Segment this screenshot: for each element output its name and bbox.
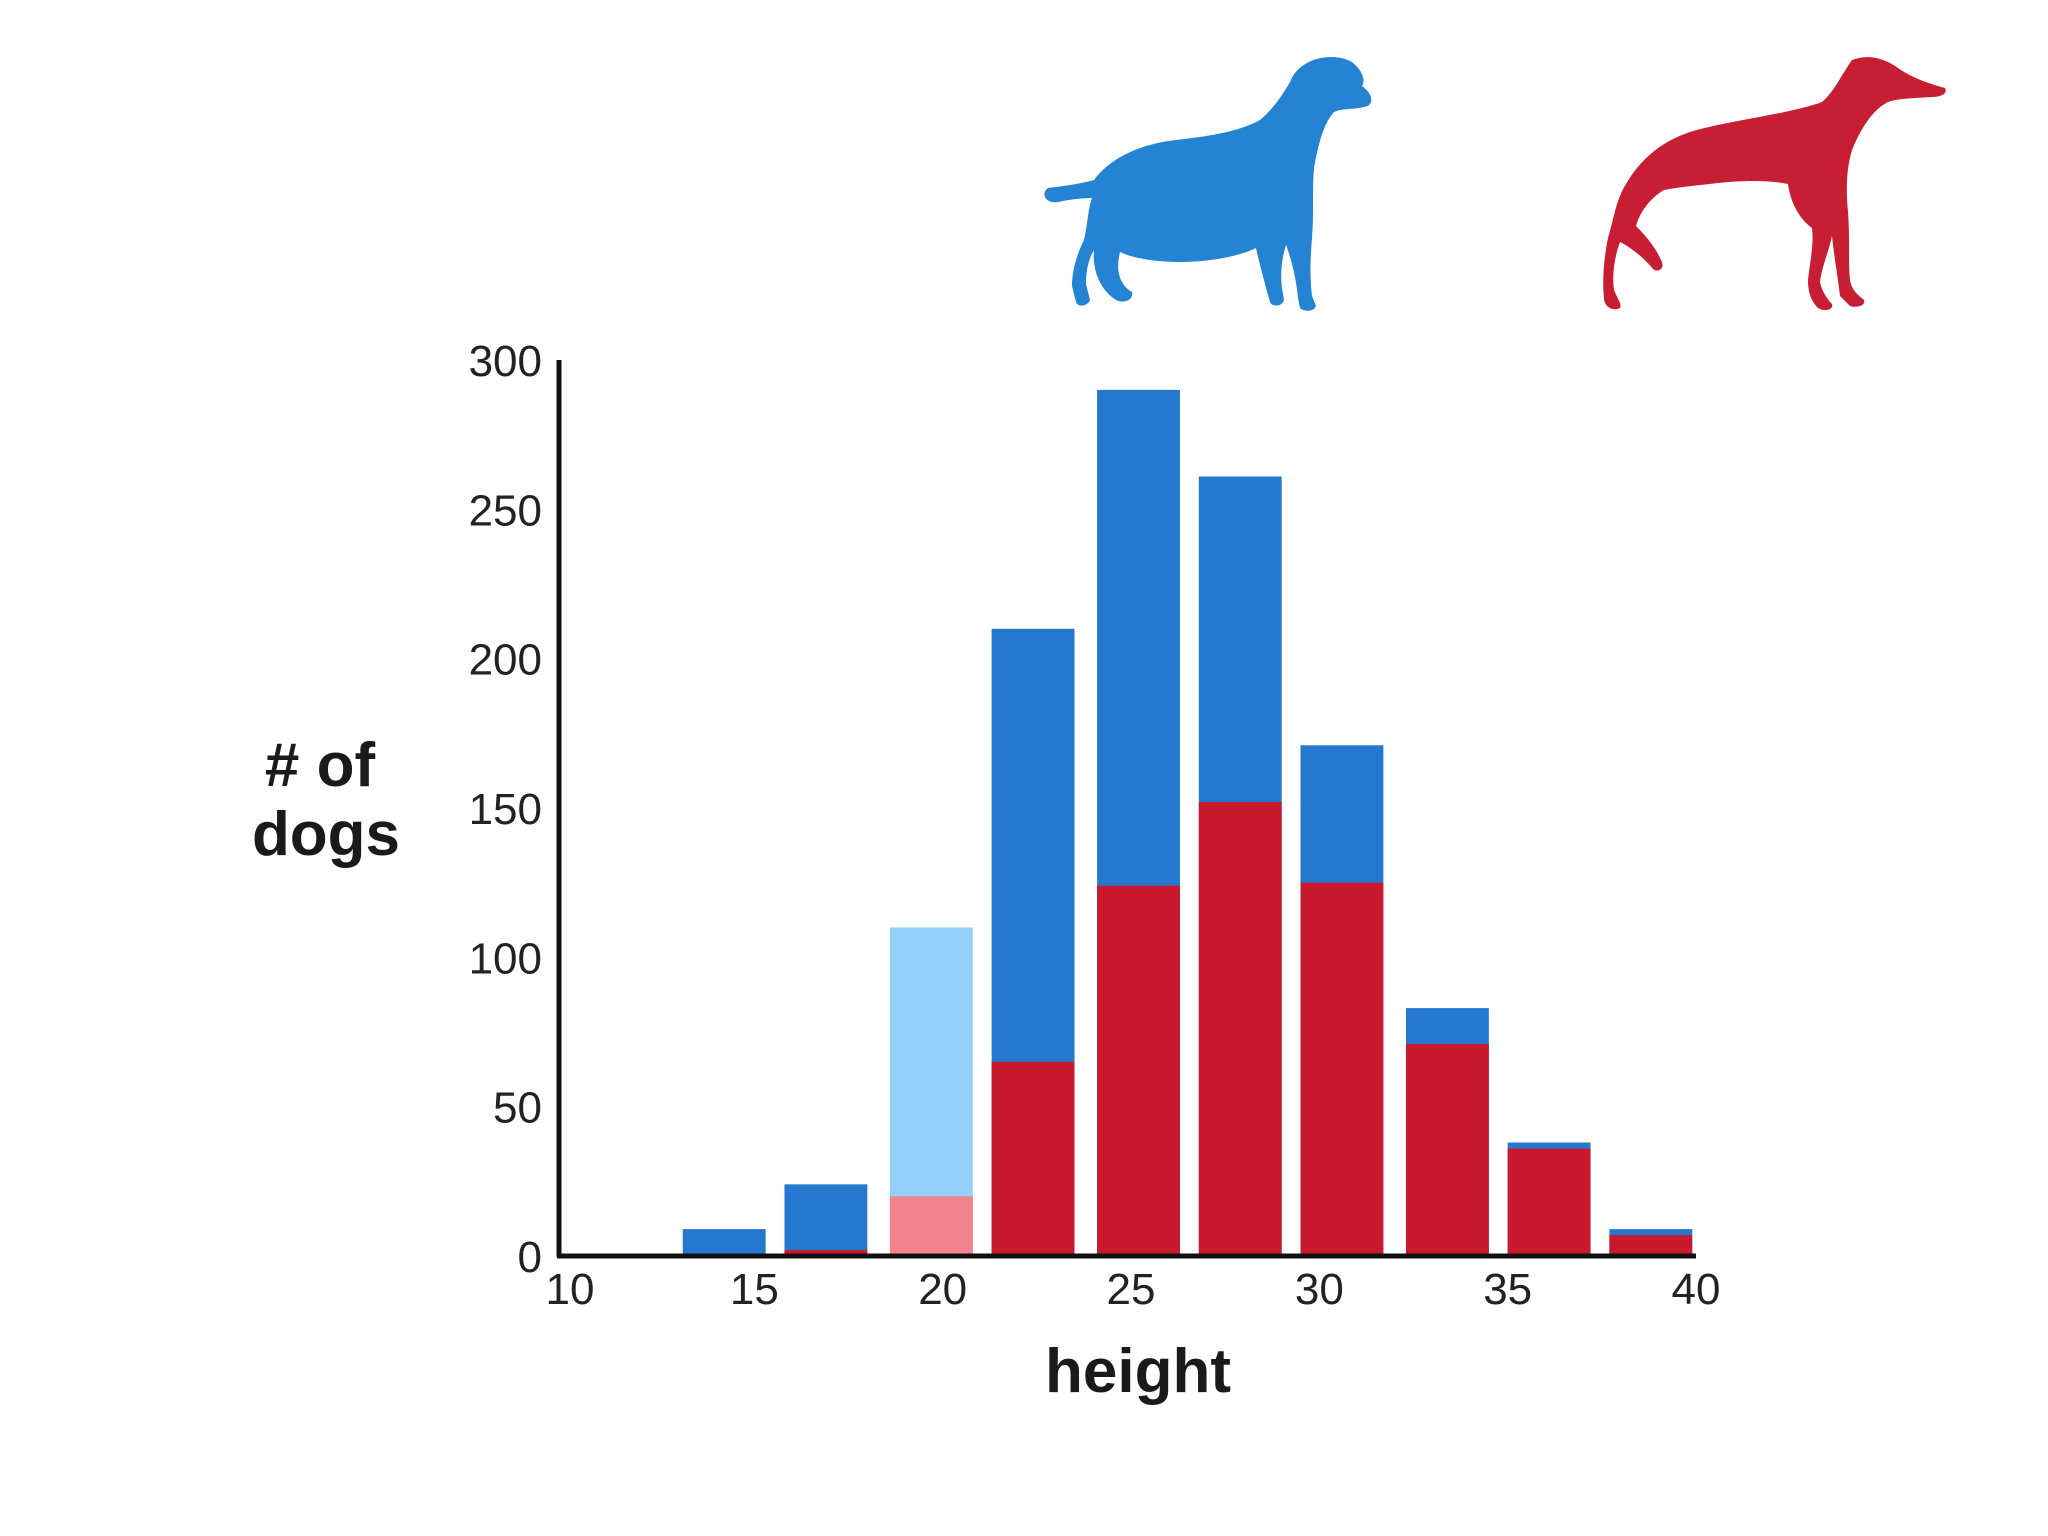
- bar-blue-0: [682, 1229, 766, 1256]
- bar-blue-1: [784, 1184, 868, 1256]
- bar-red-2: [889, 1196, 973, 1256]
- x-tick-label-4: 30: [1295, 1265, 1344, 1314]
- greyhound-icon: [1603, 57, 1946, 311]
- x-tick-label-6: 40: [1672, 1265, 1721, 1314]
- x-tick-label-5: 35: [1483, 1265, 1532, 1314]
- x-tick-label-2: 20: [918, 1265, 967, 1314]
- bar-red-3: [991, 1061, 1075, 1256]
- y-tick-label-6: 300: [469, 337, 542, 386]
- y-tick-label-2: 100: [469, 934, 542, 983]
- y-ticks: 0 50 100 150 200 250 300: [469, 337, 542, 1282]
- bar-red-8: [1507, 1148, 1591, 1256]
- y-axis-title-line-1: # of: [265, 731, 376, 800]
- y-tick-label-5: 250: [469, 486, 542, 535]
- x-tick-label-0: 10: [546, 1265, 595, 1314]
- y-tick-label-3: 150: [469, 785, 542, 834]
- x-tick-label-1: 15: [730, 1265, 779, 1314]
- bar-red-5: [1198, 802, 1282, 1256]
- bar-red-6: [1300, 882, 1384, 1256]
- bar-red-7: [1405, 1043, 1489, 1256]
- bar-red-9: [1609, 1235, 1693, 1256]
- y-tick-label-0: 0: [518, 1233, 542, 1282]
- x-axis-title: height: [1045, 1337, 1231, 1406]
- axes: [556, 360, 1696, 1259]
- y-axis-title-line-2: dogs: [252, 800, 400, 869]
- x-ticks: 10 15 20 25 30 35 40: [546, 1265, 1721, 1314]
- bar-red-1: [784, 1250, 868, 1256]
- y-tick-label-4: 200: [469, 636, 542, 685]
- x-tick-label-3: 25: [1107, 1265, 1156, 1314]
- bars: [682, 389, 1693, 1257]
- bar-red-4: [1097, 885, 1180, 1256]
- y-tick-label-1: 50: [493, 1084, 542, 1133]
- labrador-icon: [1044, 56, 1372, 311]
